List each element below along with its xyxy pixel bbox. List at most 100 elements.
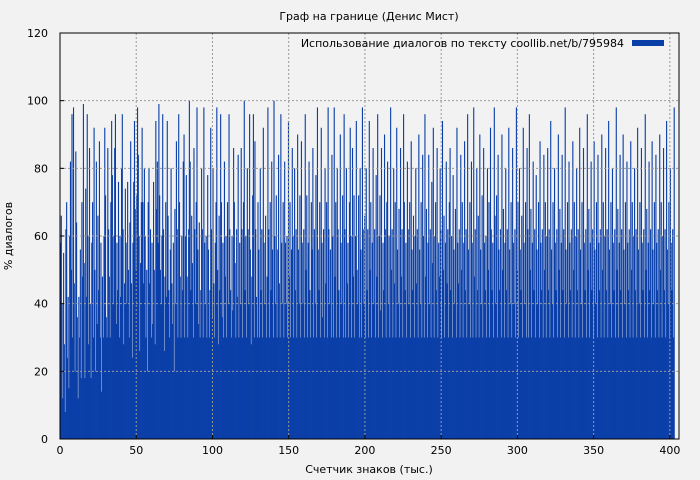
bar <box>110 202 112 439</box>
y-tick-label: 80 <box>34 162 48 175</box>
bar <box>660 202 662 439</box>
bar <box>400 276 402 439</box>
bar <box>430 337 432 439</box>
bar <box>403 114 405 439</box>
bar <box>192 337 194 439</box>
bar <box>496 337 498 439</box>
bar <box>169 337 171 439</box>
bar <box>499 229 501 439</box>
bar <box>238 337 240 439</box>
bar <box>316 337 318 439</box>
bar <box>225 236 227 439</box>
bar <box>104 127 106 439</box>
bar <box>181 236 183 439</box>
bar <box>460 154 462 440</box>
bar <box>79 249 81 439</box>
bar <box>434 236 436 439</box>
bar <box>313 229 315 439</box>
bar <box>639 202 641 439</box>
bar <box>108 229 110 439</box>
bar <box>518 168 521 439</box>
bar <box>133 181 135 439</box>
bar <box>629 337 631 439</box>
bar <box>575 236 577 439</box>
bar <box>255 229 257 439</box>
bar <box>480 249 482 439</box>
bar <box>664 229 666 439</box>
bar <box>540 242 542 439</box>
bar <box>210 127 212 439</box>
bar <box>668 202 670 439</box>
bar <box>614 337 617 439</box>
bar <box>236 229 238 439</box>
bar <box>267 107 269 440</box>
x-tick-label: 400 <box>659 444 680 457</box>
bar <box>593 141 595 439</box>
bar <box>312 148 314 439</box>
bar <box>276 337 278 439</box>
bar <box>608 249 610 439</box>
bar <box>429 229 431 439</box>
bar <box>560 337 562 439</box>
bar <box>216 107 218 440</box>
bar <box>280 114 282 439</box>
bar <box>301 242 303 439</box>
bar <box>534 337 537 439</box>
bar <box>670 242 672 439</box>
bar <box>180 337 182 439</box>
bar <box>109 337 111 439</box>
bar <box>101 276 104 439</box>
bar <box>274 236 276 439</box>
bar <box>641 242 643 439</box>
bar <box>258 337 261 439</box>
bar <box>252 195 254 439</box>
bar <box>151 242 153 439</box>
bar <box>358 195 360 439</box>
bar <box>111 120 113 439</box>
bar <box>319 337 322 439</box>
bar <box>294 290 296 439</box>
bar <box>493 337 495 439</box>
bar <box>640 337 642 439</box>
bar <box>95 161 97 439</box>
x-tick-label: 150 <box>278 444 299 457</box>
bar <box>474 229 476 439</box>
bar <box>422 236 424 439</box>
bar <box>406 161 408 439</box>
bar <box>247 229 249 439</box>
bar <box>510 202 512 439</box>
bar <box>583 242 585 439</box>
bar <box>93 127 95 439</box>
bar <box>508 127 510 439</box>
bar <box>672 337 675 439</box>
bar <box>202 337 204 439</box>
bar <box>661 337 663 439</box>
bar <box>82 104 84 440</box>
bar <box>506 229 508 439</box>
bar <box>206 337 208 439</box>
bar <box>377 114 379 439</box>
bar <box>427 242 429 439</box>
bar <box>499 290 501 439</box>
bar <box>662 236 664 439</box>
bar <box>126 303 128 439</box>
bar <box>62 398 64 439</box>
bar <box>526 148 528 439</box>
bar <box>142 202 144 439</box>
bar <box>512 242 514 439</box>
bar <box>168 290 170 439</box>
bar <box>187 337 189 439</box>
bar <box>560 242 562 439</box>
bar <box>224 276 226 439</box>
bar <box>614 229 616 439</box>
bar <box>600 337 602 439</box>
bar <box>451 337 453 439</box>
bar <box>188 100 190 440</box>
bar <box>128 337 130 439</box>
bar <box>149 283 151 439</box>
bar <box>72 107 75 440</box>
bar <box>627 290 630 439</box>
bar <box>219 290 221 439</box>
bar <box>120 296 122 439</box>
bar <box>410 141 412 439</box>
